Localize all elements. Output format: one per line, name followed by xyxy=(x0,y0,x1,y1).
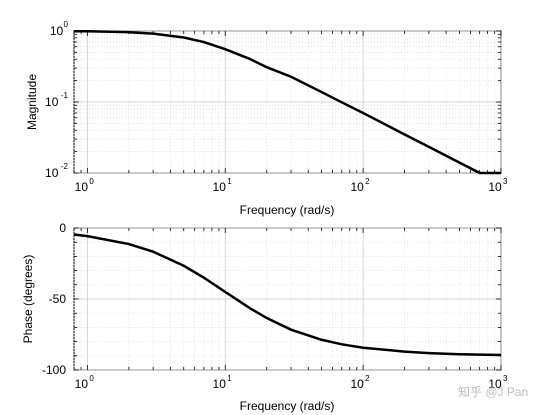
phase-xlabel: Frequency (rad/s) xyxy=(240,399,335,413)
phase-plot: 10 0 10 1 10 2 10 3 0-50-100 Frequency (rad/s) … xyxy=(21,221,508,413)
x-tick-label: 10 3 xyxy=(488,177,508,194)
x-tick-label: 10 2 xyxy=(350,177,370,194)
y-tick-label: -50 xyxy=(49,292,67,306)
magnitude-xlabel: Frequency (rad/s) xyxy=(240,203,335,217)
x-tick-label: 10 1 xyxy=(213,177,233,194)
phase-ticks xyxy=(73,227,502,371)
magnitude-x-tick-labels: 10 0 10 1 10 2 10 3 xyxy=(75,177,508,194)
phase-x-tick-labels: 10 0 10 1 10 2 10 3 xyxy=(75,374,508,391)
x-tick-label: 10 0 xyxy=(75,374,95,391)
x-tick-label-base: 10 xyxy=(350,180,364,194)
x-tick-label-exponent: 3 xyxy=(503,177,508,186)
magnitude-grid xyxy=(73,30,502,174)
x-tick-label-exponent: 1 xyxy=(227,177,232,186)
x-tick-label-exponent: 2 xyxy=(365,374,370,383)
y-tick-label-base: 10 xyxy=(50,24,64,38)
magnitude-ticks xyxy=(73,30,502,174)
x-tick-label: 10 3 xyxy=(488,374,508,391)
phase-series-line xyxy=(73,233,502,357)
y-tick-label: 10 -2 xyxy=(45,162,68,180)
x-tick-label-base: 10 xyxy=(213,180,227,194)
x-tick-label: 10 1 xyxy=(213,374,233,391)
y-tick-label-base: 10 xyxy=(45,95,59,109)
y-tick-label: 10 -1 xyxy=(45,91,68,109)
x-tick-label-base: 10 xyxy=(488,180,502,194)
x-tick-label: 10 2 xyxy=(350,374,370,391)
y-tick-label-base: 10 xyxy=(45,166,59,180)
x-tick-label-exponent: 0 xyxy=(89,177,94,186)
y-tick-label-exponent: -2 xyxy=(61,162,69,171)
magnitude-series-line xyxy=(73,29,501,175)
x-tick-label-exponent: 1 xyxy=(227,374,232,383)
x-tick-label: 10 0 xyxy=(75,177,95,194)
phase-y-tick-labels: 0 -50 -100 xyxy=(42,221,66,377)
x-tick-label-base: 10 xyxy=(350,377,364,391)
y-tick-label: -100 xyxy=(42,363,66,377)
magnitude-ylabel: Magnitude xyxy=(25,74,39,130)
phase-ylabel: Phase (degrees) xyxy=(21,255,35,344)
y-tick-label: 0 xyxy=(59,221,66,235)
watermark-text: 知乎 @J Pan xyxy=(458,385,528,399)
x-tick-label-base: 10 xyxy=(75,180,89,194)
x-tick-label-base: 10 xyxy=(488,377,502,391)
y-tick-label: 10 0 xyxy=(50,20,69,38)
y-tick-label-exponent: 0 xyxy=(64,20,69,29)
x-tick-label-exponent: 0 xyxy=(89,374,94,383)
x-tick-label-exponent: 2 xyxy=(365,177,370,186)
x-tick-label-base: 10 xyxy=(213,377,227,391)
x-tick-label-base: 10 xyxy=(75,377,89,391)
x-tick-label-exponent: 3 xyxy=(503,374,508,383)
y-tick-label-exponent: -1 xyxy=(61,91,69,100)
